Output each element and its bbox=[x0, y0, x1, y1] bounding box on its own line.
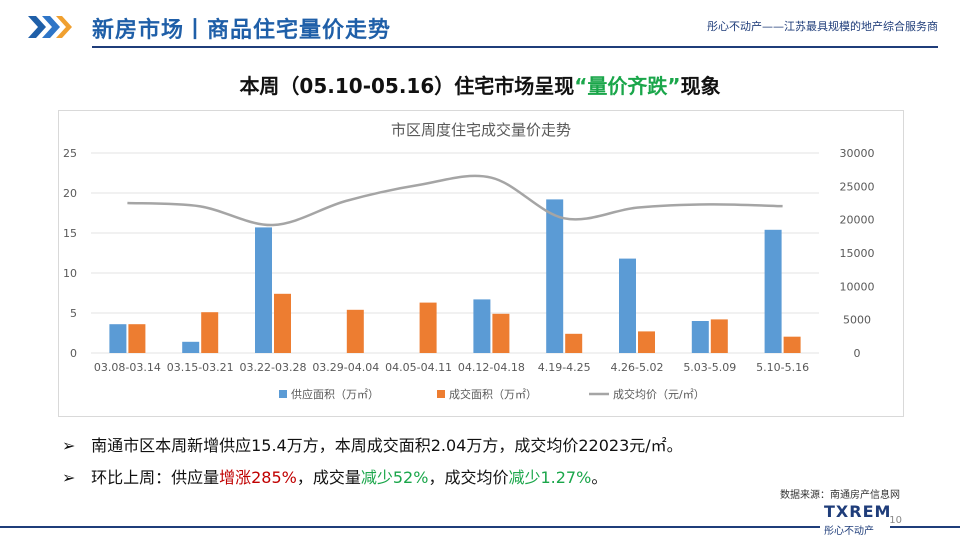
deal-bar bbox=[128, 324, 146, 353]
y-tick-label-right: 25000 bbox=[840, 180, 875, 193]
y-tick-label-left: 5 bbox=[70, 307, 77, 320]
subtitle-suffix: 现象 bbox=[680, 74, 721, 98]
bullet-text: 南通市区本周新增供应15.4万方，本周成交面积2.04万方，成交均价22023元… bbox=[91, 436, 683, 455]
deal-bar bbox=[638, 331, 655, 353]
y-tick-label-left: 0 bbox=[70, 347, 77, 360]
subtitle-highlight: “量价齐跌” bbox=[574, 74, 681, 98]
supply-bar bbox=[182, 341, 200, 353]
bullet-list: ➢ 南通市区本周新增供应15.4万方，本周成交面积2.04万方，成交均价2202… bbox=[62, 430, 683, 494]
legend-swatch bbox=[437, 390, 445, 398]
legend-label: 成交面积（万㎡） bbox=[449, 387, 537, 401]
supply-bar bbox=[473, 299, 491, 353]
avg-price-line bbox=[127, 174, 783, 227]
deal-bar bbox=[274, 293, 291, 353]
x-tick-label: 4.19-4.25 bbox=[538, 361, 591, 374]
y-tick-label-right: 10000 bbox=[840, 280, 875, 293]
arrow-bullet-icon: ➢ bbox=[62, 468, 76, 487]
supply-bar bbox=[546, 199, 564, 353]
bullet-text-highlight: 减少1.27% bbox=[508, 468, 592, 487]
x-tick-label: 03.08-03.14 bbox=[94, 361, 161, 374]
data-source-note: 数据来源：南通房产信息网 bbox=[780, 490, 900, 501]
y-tick-label-right: 30000 bbox=[840, 147, 875, 160]
chevron-logo-icon bbox=[28, 16, 72, 38]
footer-logo-text: TXREM bbox=[824, 502, 892, 521]
legend-label: 成交均价（元/㎡） bbox=[613, 387, 705, 401]
x-tick-label: 04.05-04.11 bbox=[385, 361, 452, 374]
chart-title: 市区周度住宅成交量价走势 bbox=[391, 121, 571, 139]
y-tick-label-right: 20000 bbox=[840, 214, 875, 227]
y-tick-label-right: 0 bbox=[854, 347, 861, 360]
subtitle-prefix: 本周（05.10-05.16）住宅市场呈现 bbox=[239, 74, 575, 98]
y-tick-label-left: 10 bbox=[63, 267, 77, 280]
deal-bar bbox=[710, 319, 728, 353]
bullet-text-highlight: 减少52% bbox=[360, 468, 429, 487]
chart-container: 市区周度住宅成交量价走势 0 5 10 15 20 25 0 5000 10000 15000 200… bbox=[58, 110, 904, 417]
deal-bar bbox=[419, 302, 437, 353]
header: 新房市场丨商品住宅量价走势 彤心不动产——江苏最具规模的地产综合服务商 bbox=[0, 0, 960, 56]
footer-logo: TXREM 彤心不动产 bbox=[820, 500, 890, 538]
bullet-item: ➢ 南通市区本周新增供应15.4万方，本周成交面积2.04万方，成交均价2202… bbox=[62, 430, 683, 462]
y-tick-label-left: 15 bbox=[63, 227, 77, 240]
page-number: 10 bbox=[889, 515, 902, 526]
arrow-bullet-icon: ➢ bbox=[62, 436, 76, 455]
footer-divider bbox=[0, 526, 960, 528]
x-tick-label: 5.03-5.09 bbox=[683, 361, 736, 374]
bullet-text: ，成交均价 bbox=[428, 468, 509, 487]
x-tick-label: 5.10-5.16 bbox=[756, 361, 809, 374]
legend-swatch bbox=[279, 390, 287, 398]
company-tagline: 彤心不动产——江苏最具规模的地产综合服务商 bbox=[707, 20, 938, 33]
slide-subtitle: 本周（05.10-05.16）住宅市场呈现“量价齐跌”现象 bbox=[0, 70, 960, 99]
supply-bar bbox=[255, 227, 272, 353]
y-tick-label-right: 15000 bbox=[840, 247, 875, 260]
y-tick-label-right: 5000 bbox=[843, 314, 871, 327]
deal-bar bbox=[201, 312, 219, 353]
header-divider bbox=[92, 46, 938, 48]
supply-bar bbox=[691, 321, 709, 353]
page-title: 新房市场丨商品住宅量价走势 bbox=[92, 18, 392, 43]
bullet-text: 。 bbox=[591, 468, 608, 487]
footer-logo-cn: 彤心不动产 bbox=[824, 526, 874, 537]
supply-bar bbox=[619, 258, 636, 353]
bullet-item: ➢ 环比上周：供应量增涨285%，成交量减少52%，成交均价减少1.27%。 bbox=[62, 462, 683, 494]
bullet-text-highlight: 增涨285% bbox=[219, 468, 297, 487]
legend-label: 供应面积（万㎡） bbox=[291, 387, 379, 401]
bullet-text: 环比上周：供应量 bbox=[91, 468, 220, 487]
x-tick-label: 03.22-03.28 bbox=[240, 361, 307, 374]
deal-bar bbox=[565, 333, 583, 353]
y-tick-label-left: 20 bbox=[63, 187, 77, 200]
x-tick-label: 4.26-5.02 bbox=[611, 361, 664, 374]
supply-bar bbox=[109, 324, 127, 353]
x-tick-label: 03.29-04.04 bbox=[312, 361, 379, 374]
deal-bar bbox=[783, 336, 801, 353]
x-tick-label: 03.15-03.21 bbox=[167, 361, 234, 374]
x-tick-label: 04.12-04.18 bbox=[458, 361, 525, 374]
price-volume-chart: 市区周度住宅成交量价走势 0 5 10 15 20 25 0 5000 10000 15000 200… bbox=[63, 121, 875, 401]
deal-bar bbox=[492, 313, 510, 353]
deal-bar bbox=[346, 309, 364, 353]
y-tick-label-left: 25 bbox=[63, 147, 77, 160]
supply-bar bbox=[764, 229, 782, 353]
bullet-text: ，成交量 bbox=[296, 468, 361, 487]
